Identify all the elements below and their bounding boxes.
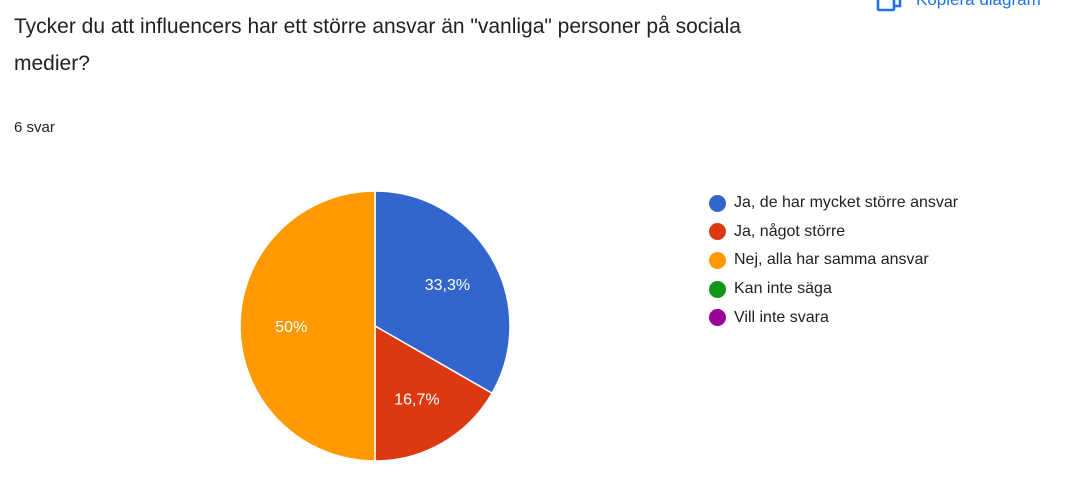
legend-swatch [709,309,726,327]
pie-slice-label-0: 33,3% [425,277,470,294]
legend-swatch [709,223,726,241]
legend-label: Ja, de har mycket större ansvar [734,194,959,212]
chart-legend: Ja, de har mycket större ansvar Ja, något… [709,189,958,332]
copy-icon [876,0,904,12]
legend-item-0: Ja, de har mycket större ansvar [709,189,958,218]
legend-swatch [709,251,726,269]
pie-chart: 33,3% 16,7% 50% [0,160,1089,481]
pie-slice-label-2: 50% [275,319,307,336]
legend-item-1: Ja, något större [709,218,958,247]
legend-swatch [709,280,726,298]
legend-item-4: Vill inte svara [709,303,958,332]
pie-slice-2[interactable] [239,190,376,462]
pie-slice-label-1: 16,7% [394,391,439,408]
legend-item-3: Kan inte säga [709,275,958,304]
pie-slice-0[interactable] [374,190,511,395]
legend-label: Vill inte svara [734,308,829,326]
response-count: 6 svar [14,119,55,136]
pie-chart-svg: 33,3% 16,7% 50% [239,190,511,462]
pie-slice-1[interactable] [374,324,494,462]
copy-chart-button[interactable]: Kopiera diagram [876,0,1041,12]
legend-label: Ja, något större [734,222,846,240]
legend-swatch [709,194,726,212]
copy-chart-label: Kopiera diagram [916,0,1041,10]
legend-label: Kan inte säga [734,280,832,298]
legend-item-2: Nej, alla har samma ansvar [709,246,958,275]
legend-label: Nej, alla har samma ansvar [734,251,929,269]
question-title: Tycker du att influencers har ett större… [14,15,741,75]
